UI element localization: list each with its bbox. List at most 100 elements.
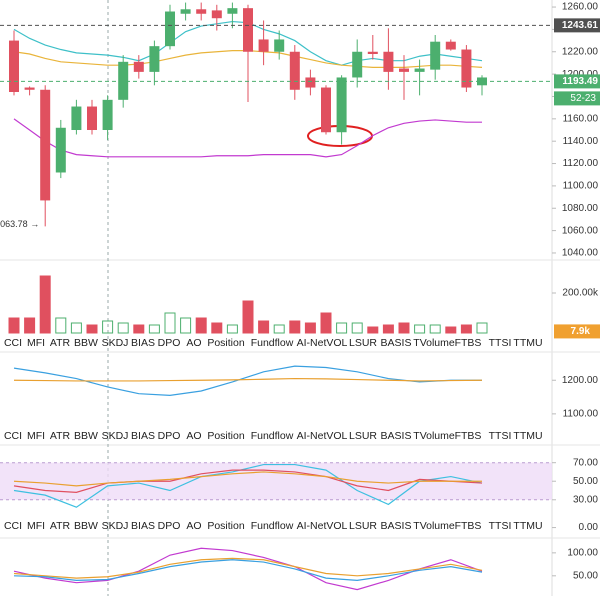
volume-bar bbox=[195, 317, 207, 334]
panel bbox=[13, 547, 483, 591]
indicator-tab[interactable]: ATR bbox=[50, 520, 71, 532]
volume-bar bbox=[39, 275, 51, 334]
indicator-tab[interactable]: TVolume bbox=[413, 337, 455, 349]
candle-body bbox=[40, 89, 51, 201]
indicator-tab[interactable]: BBW bbox=[74, 430, 98, 442]
indicator-tab[interactable]: BASIS bbox=[381, 520, 412, 532]
indicator-tab[interactable]: Fundflow bbox=[251, 337, 294, 349]
indicator-tab[interactable]: TTMU bbox=[513, 430, 542, 442]
indicator-tab[interactable]: BASIS bbox=[381, 430, 412, 442]
candle-body bbox=[165, 11, 175, 47]
y-tick-label: 1200.00 bbox=[562, 375, 599, 386]
indicator-tab[interactable]: LSUR bbox=[349, 337, 377, 349]
indicator-tab[interactable]: BASIS bbox=[381, 337, 412, 349]
indicator-tab[interactable]: DPO bbox=[158, 430, 181, 442]
volume-bar bbox=[242, 300, 254, 334]
indicator-tab[interactable]: AO bbox=[186, 430, 201, 442]
candle-body bbox=[180, 9, 191, 14]
indicator-line bbox=[13, 118, 482, 158]
indicator-tab[interactable]: TTSI bbox=[489, 520, 512, 532]
indicator-tab[interactable]: BBW bbox=[74, 337, 98, 349]
indicator-tab[interactable]: ATR bbox=[50, 430, 71, 442]
y-tick-label: 1160.00 bbox=[563, 113, 599, 124]
volume-bar bbox=[24, 317, 36, 334]
volume-bar bbox=[148, 324, 160, 334]
candle-body bbox=[243, 8, 253, 52]
indicator-tab[interactable]: ATR bbox=[50, 337, 71, 349]
candle-body bbox=[211, 10, 222, 19]
candle-body bbox=[305, 77, 316, 88]
indicator-tab[interactable]: BIAS bbox=[131, 337, 155, 349]
indicator-tab[interactable]: FTBS bbox=[455, 337, 482, 349]
indicator-tab[interactable]: TTMU bbox=[513, 337, 542, 349]
volume-tag-label: 7.9k bbox=[571, 326, 591, 337]
volume-bar bbox=[460, 324, 472, 334]
candle-body bbox=[289, 51, 300, 90]
indicator-tab[interactable]: CCI bbox=[4, 337, 22, 349]
indicator-tab[interactable]: FTBS bbox=[455, 430, 482, 442]
volume-bar bbox=[336, 322, 348, 334]
candle-body bbox=[414, 68, 425, 72]
indicator-tab[interactable]: SKDJ bbox=[102, 337, 129, 349]
indicator-tab[interactable]: BIAS bbox=[131, 430, 155, 442]
indicator-tab[interactable]: CCI bbox=[4, 520, 22, 532]
panel bbox=[13, 365, 483, 396]
indicator-tab[interactable]: CCI bbox=[4, 430, 22, 442]
indicator-tab[interactable]: DPO bbox=[158, 337, 181, 349]
y-tick-label: 1080.00 bbox=[562, 203, 599, 214]
indicator-tab[interactable]: LSUR bbox=[349, 520, 377, 532]
indicator-tab[interactable]: TVolume bbox=[413, 520, 455, 532]
volume-bar bbox=[55, 317, 67, 334]
candle-body bbox=[367, 51, 378, 54]
y-tick-label: 50.00 bbox=[573, 570, 598, 581]
y-tick-label: 0.00 bbox=[579, 522, 599, 533]
volume-bar bbox=[86, 324, 98, 334]
indicator-tab[interactable]: AI-NetVOL bbox=[297, 430, 348, 442]
indicator-tab[interactable]: Position bbox=[207, 337, 245, 349]
indicator-tab[interactable]: SKDJ bbox=[102, 520, 129, 532]
indicator-tab[interactable]: SKDJ bbox=[102, 430, 129, 442]
panel bbox=[8, 275, 488, 334]
indicator-tab[interactable]: Position bbox=[207, 430, 245, 442]
volume-bar bbox=[102, 320, 114, 334]
indicator-tab[interactable]: AO bbox=[186, 337, 201, 349]
indicator-line bbox=[13, 469, 483, 493]
indicator-tab[interactable]: BBW bbox=[74, 520, 98, 532]
candle-body bbox=[399, 68, 409, 72]
indicator-tab[interactable]: AI-NetVOL bbox=[297, 337, 348, 349]
indicator-tab[interactable]: TVolume bbox=[413, 430, 455, 442]
candle-body bbox=[149, 46, 160, 72]
indicator-tab[interactable]: TTMU bbox=[513, 520, 542, 532]
countdown: 52-23 bbox=[570, 93, 596, 104]
indicator-tab[interactable]: AO bbox=[186, 520, 201, 532]
indicator-tab[interactable]: TTSI bbox=[489, 430, 512, 442]
candle-body bbox=[55, 127, 66, 173]
volume-bar bbox=[8, 317, 20, 334]
indicator-tab[interactable]: Position bbox=[207, 520, 245, 532]
indicator-tab[interactable]: MFI bbox=[27, 520, 45, 532]
candle-body bbox=[461, 49, 472, 88]
indicator-tab[interactable]: TTSI bbox=[489, 337, 512, 349]
indicator-line bbox=[13, 463, 483, 508]
volume-bar bbox=[180, 317, 192, 334]
panel bbox=[0, 462, 552, 508]
indicator-tab[interactable]: Fundflow bbox=[251, 430, 294, 442]
volume-bar bbox=[445, 326, 457, 334]
indicator-tab[interactable]: MFI bbox=[27, 430, 45, 442]
indicator-tab[interactable]: FTBS bbox=[455, 520, 482, 532]
y-tick-label: 30.00 bbox=[573, 494, 598, 505]
indicator-tab[interactable]: BIAS bbox=[131, 520, 155, 532]
price-tag bbox=[554, 74, 600, 89]
indicator-tab[interactable]: DPO bbox=[158, 520, 181, 532]
volume-bar bbox=[476, 322, 488, 334]
indicator-tab[interactable]: LSUR bbox=[349, 430, 377, 442]
y-tick-label: 1100.00 bbox=[563, 181, 599, 192]
volume-bar bbox=[414, 324, 426, 334]
indicator-tab[interactable]: AI-NetVOL bbox=[297, 520, 348, 532]
indicator-tab[interactable]: MFI bbox=[27, 337, 45, 349]
y-tick-label: 1100.00 bbox=[563, 409, 599, 420]
indicator-tab[interactable]: Fundflow bbox=[251, 520, 294, 532]
y-tick-label: 200.00k bbox=[562, 288, 599, 299]
y-tick-label: 50.00 bbox=[573, 476, 598, 487]
candle-body bbox=[321, 87, 331, 133]
